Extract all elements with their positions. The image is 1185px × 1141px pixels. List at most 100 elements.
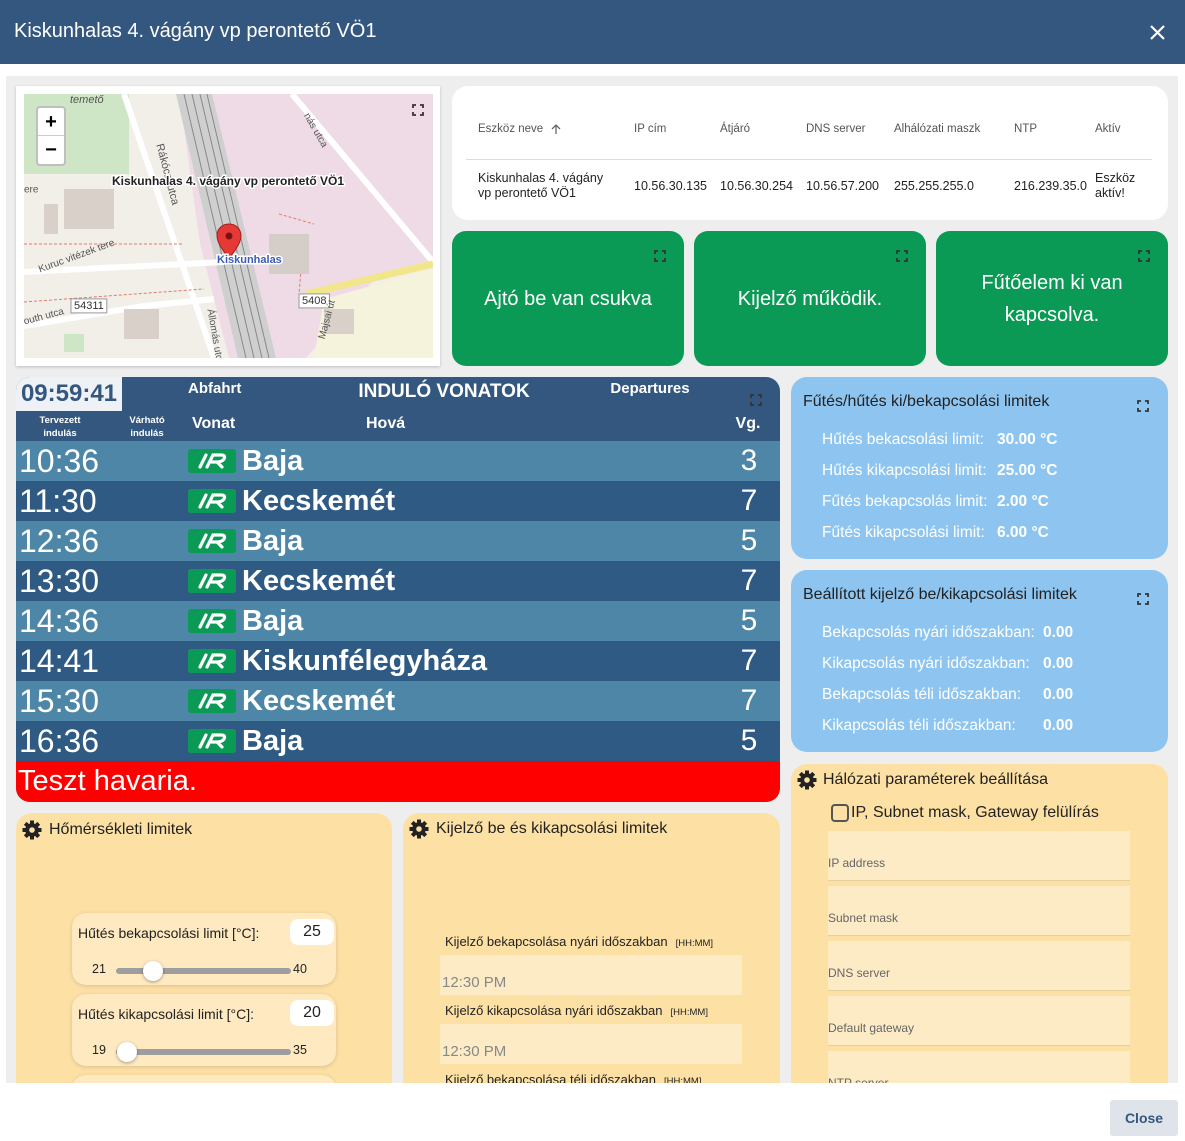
gear-icon[interactable] <box>409 819 429 839</box>
panel-title: Beállított kijelző be/kikapcsolási limit… <box>803 586 1077 603</box>
limit-label: Fűtés bekapcsolás limit: <box>822 493 988 510</box>
column-header: Tervezett indulás <box>39 415 81 439</box>
limit-label: Hűtés bekacsolási limit: <box>822 431 984 448</box>
column-header: IP cím <box>634 123 667 135</box>
close-icon[interactable] <box>1150 25 1165 40</box>
track: 3 <box>740 444 758 477</box>
slider-max: 40 <box>293 962 307 976</box>
departure-row: 11:30 Kecskemét 7 <box>16 481 780 521</box>
fullscreen-icon[interactable] <box>1137 593 1149 605</box>
gear-hole <box>29 827 35 833</box>
checkbox[interactable] <box>831 804 849 822</box>
map-marker <box>216 223 242 259</box>
train-logo <box>188 529 236 553</box>
time-value: 12:30 PM <box>442 1043 507 1060</box>
status-card: Kijelző működik. <box>694 231 926 366</box>
slider-value[interactable]: 20 <box>290 1000 334 1026</box>
content: temető Rákóczi utca nás utca ere Kuruc vitéz… <box>6 76 1178 1083</box>
track: 7 <box>740 564 758 597</box>
limit-value: 25.00 °C <box>997 462 1058 479</box>
time-value: 12:30 PM <box>442 974 507 991</box>
text-input[interactable]: IP address <box>828 831 1130 881</box>
departure-time: 14:36 <box>19 603 100 639</box>
destination: Kecskemét <box>242 685 396 717</box>
field-label-text: Kijelző bekapcsolása téli időszakban <box>445 1072 657 1083</box>
field-label-text: Kijelző kikapcsolása nyári időszakban <box>445 1003 663 1018</box>
text-input[interactable]: Subnet mask <box>828 886 1130 936</box>
departure-row: 14:36 Baja 5 <box>16 601 780 641</box>
gear-tooth <box>417 819 421 825</box>
destination: Kecskemét <box>242 565 396 597</box>
map-label: 5408 <box>302 295 326 307</box>
slider-max: 35 <box>293 1043 307 1057</box>
field-label: Kijelző bekapcsolása nyári időszakban [HH… <box>445 934 713 949</box>
train-logo <box>188 649 236 673</box>
gear-tooth <box>805 770 809 776</box>
table-cell: 216.239.35.0 <box>1014 179 1087 193</box>
limit-value: 6.00 °C <box>997 524 1049 541</box>
logo-mark <box>198 573 227 589</box>
gear-hole <box>804 777 810 783</box>
marker-label: Kiskunhalas 4. vágány vp perontető VÖ1 <box>112 173 344 188</box>
fullscreen-icon[interactable] <box>1137 400 1149 412</box>
limit-value: 0.00 <box>1043 686 1074 703</box>
building <box>124 309 159 339</box>
track: 7 <box>740 644 758 677</box>
path <box>24 213 315 303</box>
table-divider <box>466 159 1152 160</box>
fullscreen-icon[interactable] <box>412 104 424 116</box>
sort-icon[interactable] <box>551 123 561 135</box>
train-logo <box>188 689 236 713</box>
gear-icon[interactable] <box>22 820 42 840</box>
table-cell: Eszköz aktív! <box>1095 171 1136 200</box>
logo-mark <box>198 733 227 749</box>
zoom-in[interactable]: + <box>38 108 64 136</box>
display-panel: Kijelző be és kikapcsolási limitek Kijelz… <box>403 813 780 1083</box>
road <box>24 94 433 358</box>
slider-thumb[interactable] <box>142 961 163 981</box>
field-hint: [HH:MM] <box>675 938 714 949</box>
gear-icon[interactable] <box>797 770 817 790</box>
text-input[interactable]: Default gateway <box>828 996 1130 1046</box>
column-header: Hová <box>366 415 406 432</box>
departure-row: 13:30 Kecskemét 7 <box>16 561 780 601</box>
limit-value: 2.00 °C <box>997 493 1049 510</box>
icon-path <box>1137 593 1149 605</box>
fullscreen-icon[interactable] <box>896 250 908 262</box>
track: 7 <box>740 684 758 717</box>
text-input[interactable]: NTP server <box>828 1051 1130 1083</box>
column-header: Várható indulás <box>129 415 165 439</box>
fullscreen-icon[interactable] <box>1138 250 1150 262</box>
icon-path <box>1137 400 1149 412</box>
status-text: Fűtőelem ki van kapcsolva. <box>981 271 1123 326</box>
destination: Baja <box>242 605 304 637</box>
departure-time: 16:36 <box>19 723 100 759</box>
time-input[interactable]: 12:30 PM <box>440 1024 742 1064</box>
fullscreen-icon[interactable] <box>654 250 666 262</box>
slider-value[interactable]: 25 <box>290 919 334 945</box>
station-label: Kiskunhalas <box>217 254 282 266</box>
column-header: Alhálózati maszk <box>894 123 981 135</box>
board-title: INDULÓ VONATOK <box>358 381 530 402</box>
marker-dot <box>225 232 233 240</box>
column-header: DNS server <box>806 123 866 135</box>
logo-mark <box>198 453 227 469</box>
limit-label: Fűtés kikapcsolási limit: <box>822 524 985 541</box>
map-label: temető <box>70 94 105 106</box>
slider-thumb[interactable] <box>116 1042 137 1062</box>
close-button[interactable]: Close <box>1110 1100 1178 1136</box>
train-logo <box>188 449 236 473</box>
table-cell: 10.56.30.135 <box>634 179 707 193</box>
building <box>324 309 354 334</box>
text-input[interactable]: DNS server <box>828 941 1130 991</box>
zoom-out[interactable]: − <box>45 139 57 161</box>
input-placeholder: Subnet mask <box>828 911 899 925</box>
time-input[interactable]: 12:30 PM <box>440 955 742 995</box>
checkbox-label: IP, Subnet mask, Gateway felülírás <box>851 804 1099 821</box>
slider-label: Hűtés bekapcsolási limit [°C]: <box>78 925 260 941</box>
fullscreen-icon[interactable] <box>750 394 762 406</box>
departure-time: 10:36 <box>19 443 100 479</box>
dialog-title: Kiskunhalas 4. vágány vp perontető VÖ1 <box>14 20 377 42</box>
